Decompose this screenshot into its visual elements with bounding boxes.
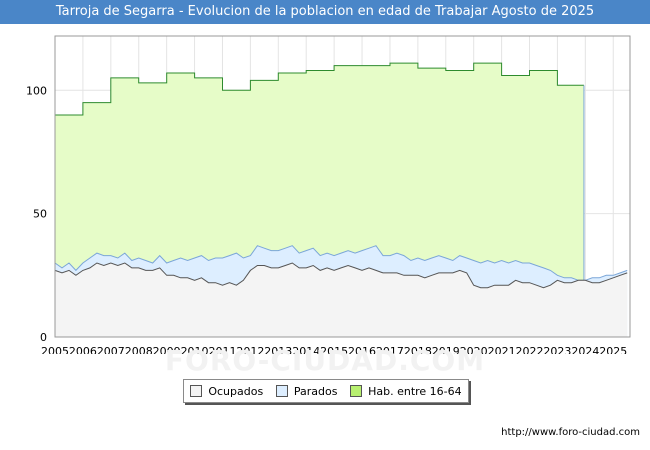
y-tick-label: 0 (40, 331, 47, 344)
x-tick-label: 2020 (460, 345, 488, 354)
chart-title: Tarroja de Segarra - Evolucion de la pob… (0, 0, 650, 24)
x-tick-label: 2017 (376, 345, 404, 354)
legend-label-ocupados: Ocupados (208, 384, 264, 398)
legend-item-hab: Hab. entre 16-64 (350, 385, 462, 398)
plot-border (54, 35, 631, 338)
x-tick-label: 2006 (69, 345, 97, 354)
x-tick-label: 2023 (543, 345, 571, 354)
x-tick-label: 2011 (208, 345, 236, 354)
legend-label-hab: Hab. entre 16-64 (368, 384, 462, 398)
x-tick-label: 2012 (236, 345, 264, 354)
x-tick-label: 2008 (125, 345, 153, 354)
x-tick-label: 2022 (516, 345, 544, 354)
legend-swatch-parados (275, 385, 288, 397)
legend-label-parados: Parados (293, 384, 338, 398)
chart-legend: Ocupados Parados Hab. entre 16-64 (183, 379, 469, 403)
series-ocupados-area (55, 263, 628, 337)
x-tick-label: 2013 (264, 345, 292, 354)
x-tick-label: 2021 (488, 345, 516, 354)
x-tick-label: 2024 (571, 345, 599, 354)
x-tick-label: 2014 (292, 345, 320, 354)
series-parados-line (54, 245, 628, 281)
watermark: FORO-CIUDAD.COM (164, 344, 486, 377)
series-hab-line (55, 62, 584, 116)
x-tick-label: 2005 (41, 345, 69, 354)
x-tick-label: 2015 (320, 345, 348, 354)
x-tick-label: 2016 (348, 345, 376, 354)
x-tick-label: 2009 (153, 345, 181, 354)
x-tick-label: 2025 (599, 345, 627, 354)
series-ocupados-line (54, 262, 628, 289)
source-link[interactable]: http://www.foro-ciudad.com (501, 427, 640, 438)
y-tick-label: 50 (33, 208, 47, 221)
legend-swatch-ocupados (190, 385, 203, 397)
x-tick-label: 2019 (432, 345, 460, 354)
legend-item-parados: Parados (275, 384, 338, 398)
legend-swatch-hab (350, 385, 363, 397)
y-tick-label: 100 (26, 84, 47, 97)
x-tick-label: 2007 (97, 345, 125, 354)
legend-item-ocupados: Ocupados (190, 385, 263, 398)
x-tick-label: 2018 (404, 345, 432, 354)
x-tick-label: 2010 (181, 345, 209, 354)
